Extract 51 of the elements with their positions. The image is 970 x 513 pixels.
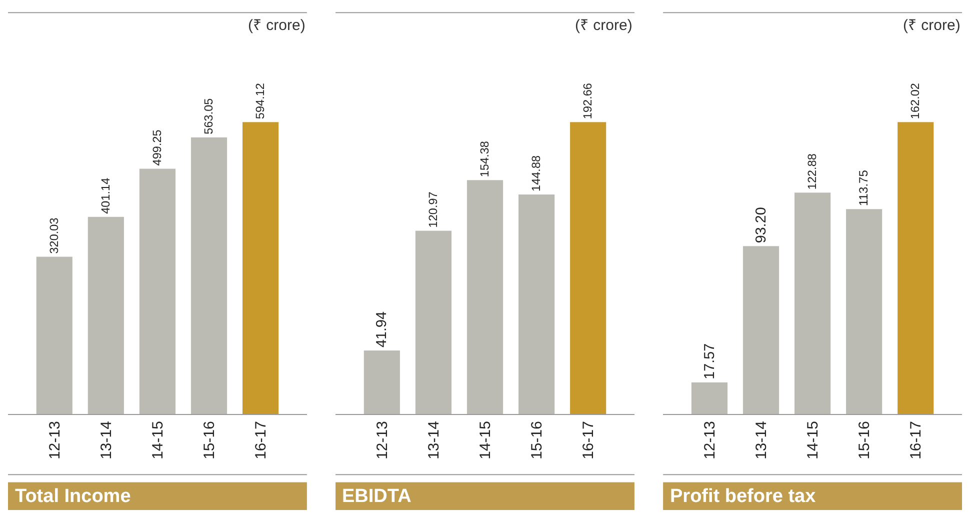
data-label: 144.88	[530, 155, 544, 192]
data-label: 401.14	[99, 177, 112, 214]
x-tick-label: 13-14	[425, 421, 442, 460]
text: EBIDTA	[342, 486, 412, 507]
x-tick-label: 14-15	[149, 421, 166, 460]
data-label: 192.66	[582, 82, 595, 120]
text: (₹ crore)	[903, 17, 960, 34]
data-label: 41.94	[374, 311, 390, 348]
data-label: 594.12	[254, 83, 268, 120]
bar	[364, 350, 400, 414]
x-tick-label: 12-13	[46, 421, 64, 460]
bar	[794, 192, 831, 414]
data-label: 162.02	[909, 83, 922, 120]
bar	[415, 230, 452, 414]
bar	[88, 216, 124, 414]
bar	[242, 122, 279, 414]
data-label: 93.20	[753, 207, 770, 244]
bar	[846, 209, 882, 414]
bar	[190, 137, 228, 414]
text: (₹ crore)	[248, 17, 306, 34]
bar	[898, 122, 934, 414]
x-tick-label: 16-17	[580, 421, 597, 460]
data-label: 320.03	[48, 217, 61, 254]
x-tick-label: 16-17	[252, 421, 270, 460]
text: Profit before tax	[670, 486, 816, 507]
bar	[36, 256, 72, 414]
data-label: 499.25	[151, 129, 164, 166]
x-tick-label: 16-17	[907, 421, 924, 460]
x-tick-label: 15-16	[200, 421, 218, 460]
bar	[518, 194, 555, 414]
x-tick-label: 13-14	[752, 421, 770, 460]
bar	[691, 382, 728, 414]
bar	[466, 180, 504, 414]
bar	[742, 246, 780, 414]
x-tick-label: 14-15	[476, 421, 494, 460]
data-label: 113.75	[856, 170, 871, 206]
text: Total Income	[15, 486, 131, 507]
bar	[139, 168, 176, 414]
x-tick-label: 13-14	[98, 421, 115, 460]
bar	[570, 122, 606, 414]
x-tick-label: 14-15	[804, 421, 822, 460]
x-tick-label: 15-16	[528, 421, 546, 460]
x-tick-label: 12-13	[701, 421, 718, 460]
data-label: 120.97	[427, 192, 440, 228]
data-label: 122.88	[806, 153, 820, 190]
x-tick-label: 12-13	[374, 421, 391, 460]
text: (₹ crore)	[575, 17, 632, 34]
x-tick-label: 15-16	[856, 421, 873, 460]
data-label: 563.05	[202, 98, 216, 134]
data-label: 17.57	[702, 343, 718, 380]
data-label: 154.38	[478, 140, 492, 178]
